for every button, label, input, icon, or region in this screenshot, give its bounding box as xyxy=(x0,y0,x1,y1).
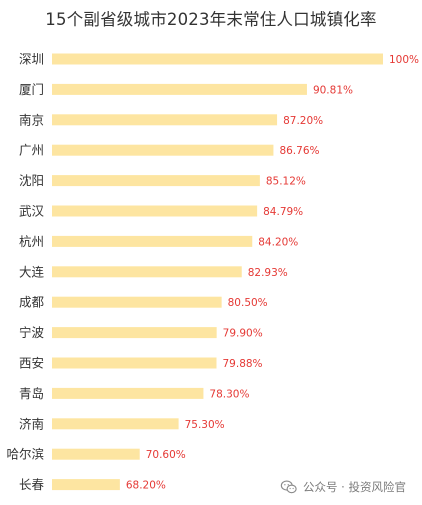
data-label: 68.20% xyxy=(126,480,166,492)
data-label: 70.60% xyxy=(146,449,186,461)
data-label: 80.50% xyxy=(228,297,268,309)
category-label: 武汉 xyxy=(19,204,45,219)
bar xyxy=(52,83,307,95)
bar xyxy=(52,448,140,460)
bar xyxy=(52,175,260,187)
category-label: 杭州 xyxy=(19,234,44,249)
watermark-text: 公众号 · 投资风险官 xyxy=(303,480,406,494)
bar xyxy=(52,235,253,247)
data-label: 100% xyxy=(389,54,419,66)
bar xyxy=(52,418,179,430)
bar xyxy=(52,387,204,399)
category-label: 深圳 xyxy=(19,52,44,67)
data-label: 87.20% xyxy=(283,115,323,127)
category-label: 宁波 xyxy=(19,325,45,340)
category-label: 厦门 xyxy=(19,82,44,97)
category-label: 西安 xyxy=(19,356,44,371)
data-label: 75.30% xyxy=(185,419,225,431)
bar xyxy=(52,357,217,369)
category-label: 济南 xyxy=(19,416,44,431)
bar xyxy=(52,479,120,491)
wechat-icon xyxy=(280,480,297,494)
chart-title: 15个副省级城市2023年末常住人口城镇化率 xyxy=(45,10,377,29)
category-label: 成都 xyxy=(19,295,45,310)
bar xyxy=(52,266,242,278)
category-label: 青岛 xyxy=(19,386,44,401)
data-label: 84.79% xyxy=(263,206,303,218)
category-label: 广州 xyxy=(19,143,44,158)
bar xyxy=(52,53,383,65)
data-label: 86.76% xyxy=(279,145,319,157)
watermark: 公众号 · 投资风险官 xyxy=(280,478,406,496)
bar xyxy=(52,296,222,308)
data-label: 78.30% xyxy=(209,388,249,400)
bar xyxy=(52,144,274,156)
data-label: 84.20% xyxy=(258,236,298,248)
data-label: 79.88% xyxy=(223,358,263,370)
bar xyxy=(52,205,258,217)
category-label: 沈阳 xyxy=(19,173,44,188)
data-label: 79.90% xyxy=(223,328,263,340)
data-label: 85.12% xyxy=(266,176,306,188)
bar xyxy=(52,327,217,339)
data-label: 82.93% xyxy=(248,267,288,279)
category-label: 哈尔滨 xyxy=(6,447,44,462)
category-label: 大连 xyxy=(19,264,45,279)
bar xyxy=(52,114,278,126)
category-label: 长春 xyxy=(19,477,45,492)
data-label: 90.81% xyxy=(313,84,353,96)
category-label: 南京 xyxy=(19,112,44,127)
